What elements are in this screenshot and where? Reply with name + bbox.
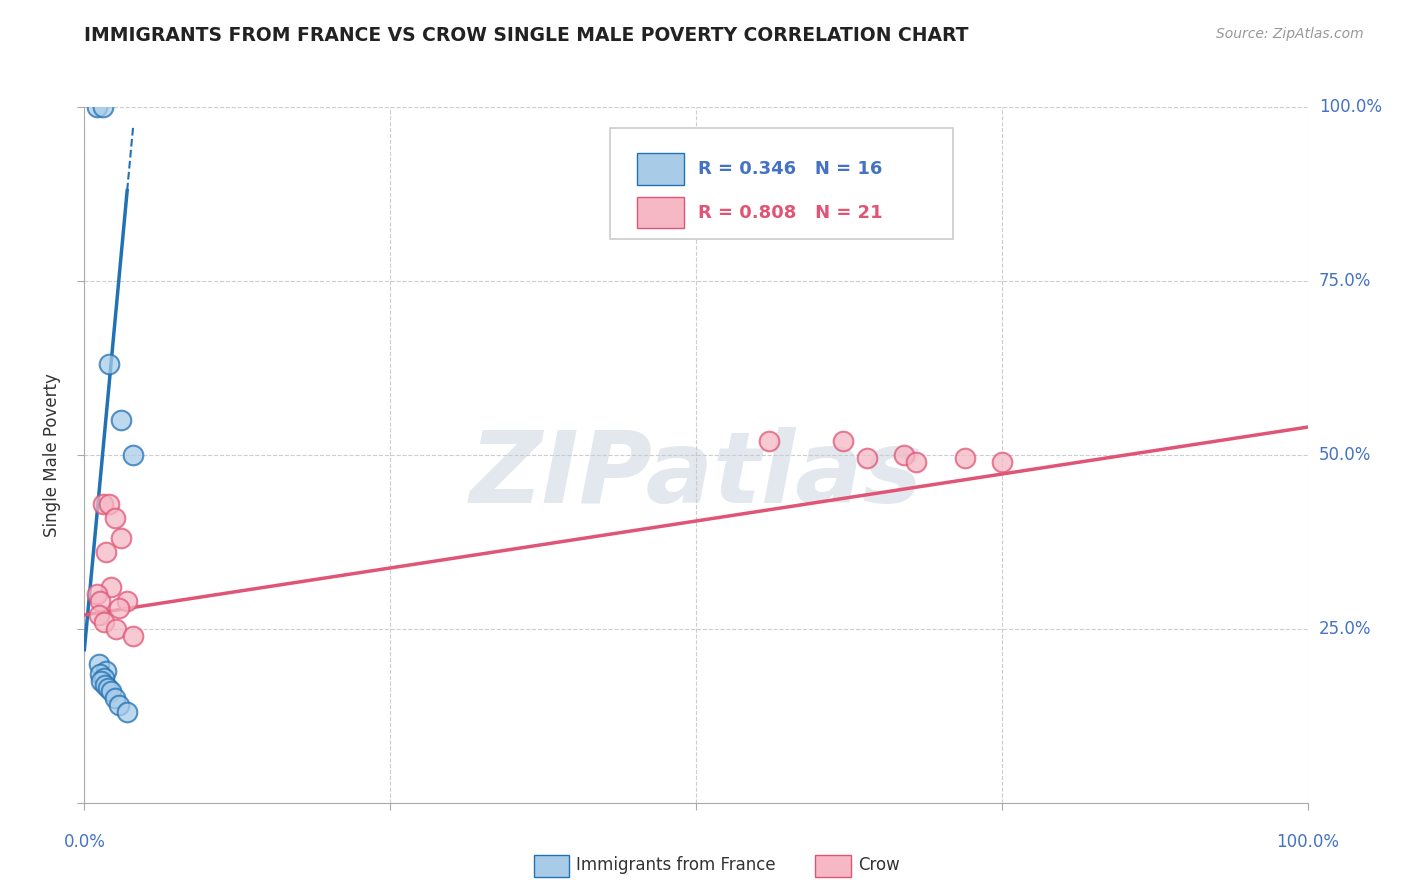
Point — [831, 434, 853, 448]
Point — [97, 681, 120, 695]
Text: ZIPatlas: ZIPatlas — [470, 427, 922, 524]
Point — [107, 698, 129, 713]
Text: 100.0%: 100.0% — [1277, 833, 1339, 851]
Text: Crow: Crow — [858, 856, 900, 874]
Point — [94, 677, 117, 691]
Point — [89, 667, 111, 681]
Point — [104, 691, 127, 706]
Point — [100, 684, 122, 698]
Point — [89, 594, 111, 608]
Point — [991, 455, 1014, 469]
Text: 50.0%: 50.0% — [1319, 446, 1371, 464]
Text: R = 0.346   N = 16: R = 0.346 N = 16 — [699, 160, 883, 178]
Text: R = 0.808   N = 21: R = 0.808 N = 21 — [699, 203, 883, 222]
Point — [96, 664, 118, 678]
Text: Source: ZipAtlas.com: Source: ZipAtlas.com — [1216, 27, 1364, 41]
Text: 0.0%: 0.0% — [63, 833, 105, 851]
Point — [104, 510, 127, 524]
Point — [105, 622, 128, 636]
Point — [122, 629, 145, 643]
Text: 25.0%: 25.0% — [1319, 620, 1371, 638]
Point — [100, 580, 122, 594]
Point — [93, 615, 115, 629]
Point — [905, 455, 928, 469]
Point — [86, 100, 108, 114]
Point — [856, 451, 879, 466]
Point — [97, 497, 120, 511]
Point — [110, 413, 132, 427]
Point — [87, 607, 110, 622]
Bar — [637, 153, 683, 185]
Point — [758, 434, 780, 448]
Point — [87, 657, 110, 671]
Point — [115, 706, 138, 720]
Point — [91, 497, 114, 511]
Point — [90, 674, 112, 689]
Text: Immigrants from France: Immigrants from France — [576, 856, 776, 874]
Text: 75.0%: 75.0% — [1319, 272, 1371, 290]
Point — [122, 448, 145, 462]
Point — [97, 358, 120, 372]
Text: 100.0%: 100.0% — [1319, 98, 1382, 116]
Y-axis label: Single Male Poverty: Single Male Poverty — [44, 373, 62, 537]
Point — [86, 587, 108, 601]
Point — [115, 594, 138, 608]
Point — [91, 100, 114, 114]
Point — [96, 545, 118, 559]
Point — [893, 448, 915, 462]
Text: IMMIGRANTS FROM FRANCE VS CROW SINGLE MALE POVERTY CORRELATION CHART: IMMIGRANTS FROM FRANCE VS CROW SINGLE MA… — [84, 26, 969, 45]
Point — [93, 671, 115, 685]
FancyBboxPatch shape — [610, 128, 953, 239]
Point — [953, 451, 976, 466]
Point — [107, 601, 129, 615]
Point — [110, 532, 132, 546]
Bar — [637, 197, 683, 228]
